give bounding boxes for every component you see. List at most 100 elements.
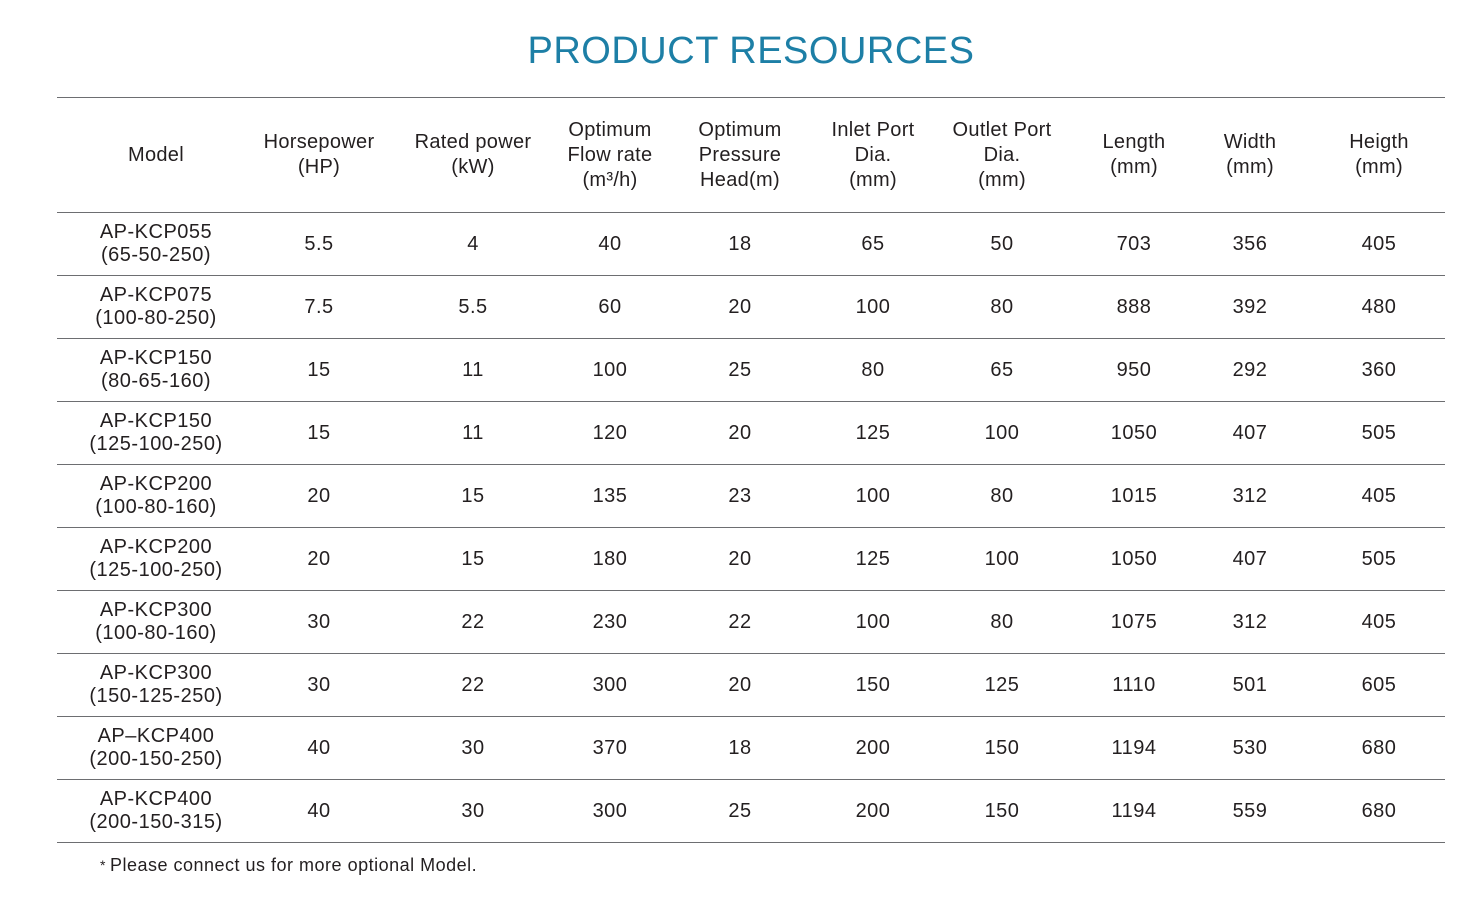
table-row: AP-KCP400 (200-150-315) 40 30 300 25 200 150 119… (57, 779, 1445, 843)
column-header-line: Head(m) (700, 168, 780, 191)
column-header-line: Outlet Port (952, 118, 1052, 141)
outlet-port-cell: 50 (923, 212, 1081, 276)
table-row: AP-KCP200 (125-100-250) 20 15 180 20 125 100 105… (57, 527, 1445, 591)
inlet-port-cell: 100 (823, 275, 923, 339)
height-cell: 405 (1313, 590, 1445, 654)
column-header-line: (m³/h) (582, 168, 638, 191)
model-name: AP-KCP150 (99, 410, 213, 432)
column-header-line: Dia. (854, 143, 892, 166)
column-header-line: Heigth (1349, 131, 1409, 153)
inlet-port-cell: 200 (823, 716, 923, 780)
model-size: (100-80-250) (95, 307, 217, 329)
model-size: (125-100-250) (89, 433, 223, 455)
column-header-line: (mm) (1110, 156, 1158, 178)
length-cell: 1110 (1081, 653, 1187, 717)
rated-power-cell: 11 (383, 338, 563, 402)
model-size: (200-150-315) (89, 811, 223, 833)
model-cell: AP-KCP200 (100-80-160) (57, 464, 255, 528)
height-cell: 480 (1313, 275, 1445, 339)
width-cell: 407 (1187, 401, 1313, 465)
length-cell: 1075 (1081, 590, 1187, 654)
table-row: AP–KCP400 (200-150-250) 40 30 370 18 200 150 119… (57, 716, 1445, 780)
inlet-port-cell: 125 (823, 401, 923, 465)
height-cell: 405 (1313, 212, 1445, 276)
pressure-head-cell: 20 (657, 527, 823, 591)
width-cell: 501 (1187, 653, 1313, 717)
rated-power-cell: 4 (383, 212, 563, 276)
inlet-port-cell: 100 (823, 590, 923, 654)
column-header-line: Optimum (568, 118, 652, 141)
length-cell: 1050 (1081, 527, 1187, 591)
flow-rate-cell: 300 (563, 653, 657, 717)
model-size: (100-80-160) (95, 622, 217, 644)
horsepower-cell: 5.5 (255, 212, 383, 276)
model-name: AP-KCP055 (99, 221, 213, 243)
table-body: AP-KCP055 (65-50-250) 5.5 4 40 18 65 50 703 356 40… (57, 212, 1445, 843)
table-header: Model Horsepower (HP) Rated power (kW) Optimu… (57, 97, 1445, 213)
model-name: AP–KCP400 (97, 725, 215, 747)
horsepower-cell: 15 (255, 338, 383, 402)
column-header-model: Model (57, 97, 255, 213)
table-row: AP-KCP200 (100-80-160) 20 15 135 23 100 80 1015 3… (57, 464, 1445, 528)
pressure-head-cell: 25 (657, 338, 823, 402)
width-cell: 392 (1187, 275, 1313, 339)
rated-power-cell: 11 (383, 401, 563, 465)
model-size: (200-150-250) (89, 748, 223, 770)
pressure-head-cell: 20 (657, 275, 823, 339)
height-cell: 505 (1313, 401, 1445, 465)
outlet-port-cell: 125 (923, 653, 1081, 717)
horsepower-cell: 20 (255, 527, 383, 591)
width-cell: 312 (1187, 590, 1313, 654)
height-cell: 680 (1313, 779, 1445, 843)
column-header-height: Heigth (mm) (1313, 97, 1445, 213)
header-row: Model Horsepower (HP) Rated power (kW) Optimu… (57, 97, 1445, 213)
length-cell: 950 (1081, 338, 1187, 402)
column-header-line: Rated power (414, 131, 532, 153)
height-cell: 360 (1313, 338, 1445, 402)
inlet-port-cell: 65 (823, 212, 923, 276)
model-size: (150-125-250) (89, 685, 223, 707)
model-cell: AP-KCP055 (65-50-250) (57, 212, 255, 276)
model-cell: AP-KCP300 (100-80-160) (57, 590, 255, 654)
flow-rate-cell: 370 (563, 716, 657, 780)
column-header-line: Optimum (698, 118, 782, 141)
horsepower-cell: 15 (255, 401, 383, 465)
table-row: AP-KCP055 (65-50-250) 5.5 4 40 18 65 50 703 356 40… (57, 212, 1445, 276)
width-cell: 407 (1187, 527, 1313, 591)
table-row: AP-KCP150 (125-100-250) 15 11 120 20 125 100 105… (57, 401, 1445, 465)
inlet-port-cell: 100 (823, 464, 923, 528)
flow-rate-cell: 40 (563, 212, 657, 276)
model-name: AP-KCP075 (99, 284, 213, 306)
column-header-line: (mm) (1226, 156, 1274, 178)
column-header-line: Flow rate (567, 143, 653, 166)
footnote-marker: * (100, 857, 106, 873)
horsepower-cell: 7.5 (255, 275, 383, 339)
outlet-port-cell: 65 (923, 338, 1081, 402)
rated-power-cell: 22 (383, 590, 563, 654)
pressure-head-cell: 23 (657, 464, 823, 528)
pressure-head-cell: 18 (657, 212, 823, 276)
outlet-port-cell: 150 (923, 779, 1081, 843)
height-cell: 505 (1313, 527, 1445, 591)
flow-rate-cell: 300 (563, 779, 657, 843)
column-header-pressure-head: Optimum Pressure Head(m) (657, 97, 823, 213)
length-cell: 703 (1081, 212, 1187, 276)
column-header-line: Model (128, 143, 184, 166)
model-cell: AP-KCP300 (150-125-250) (57, 653, 255, 717)
column-header-outlet-port: Outlet Port Dia. (mm) (923, 97, 1081, 213)
height-cell: 605 (1313, 653, 1445, 717)
rated-power-cell: 22 (383, 653, 563, 717)
width-cell: 559 (1187, 779, 1313, 843)
width-cell: 356 (1187, 212, 1313, 276)
outlet-port-cell: 100 (923, 527, 1081, 591)
horsepower-cell: 40 (255, 716, 383, 780)
column-header-line: (kW) (451, 156, 495, 178)
column-header-line: (mm) (849, 168, 897, 191)
model-name: AP-KCP300 (99, 599, 213, 621)
length-cell: 1015 (1081, 464, 1187, 528)
model-size: (100-80-160) (95, 496, 217, 518)
inlet-port-cell: 150 (823, 653, 923, 717)
column-header-horsepower: Horsepower (HP) (255, 97, 383, 213)
column-header-length: Length (mm) (1081, 97, 1187, 213)
width-cell: 312 (1187, 464, 1313, 528)
